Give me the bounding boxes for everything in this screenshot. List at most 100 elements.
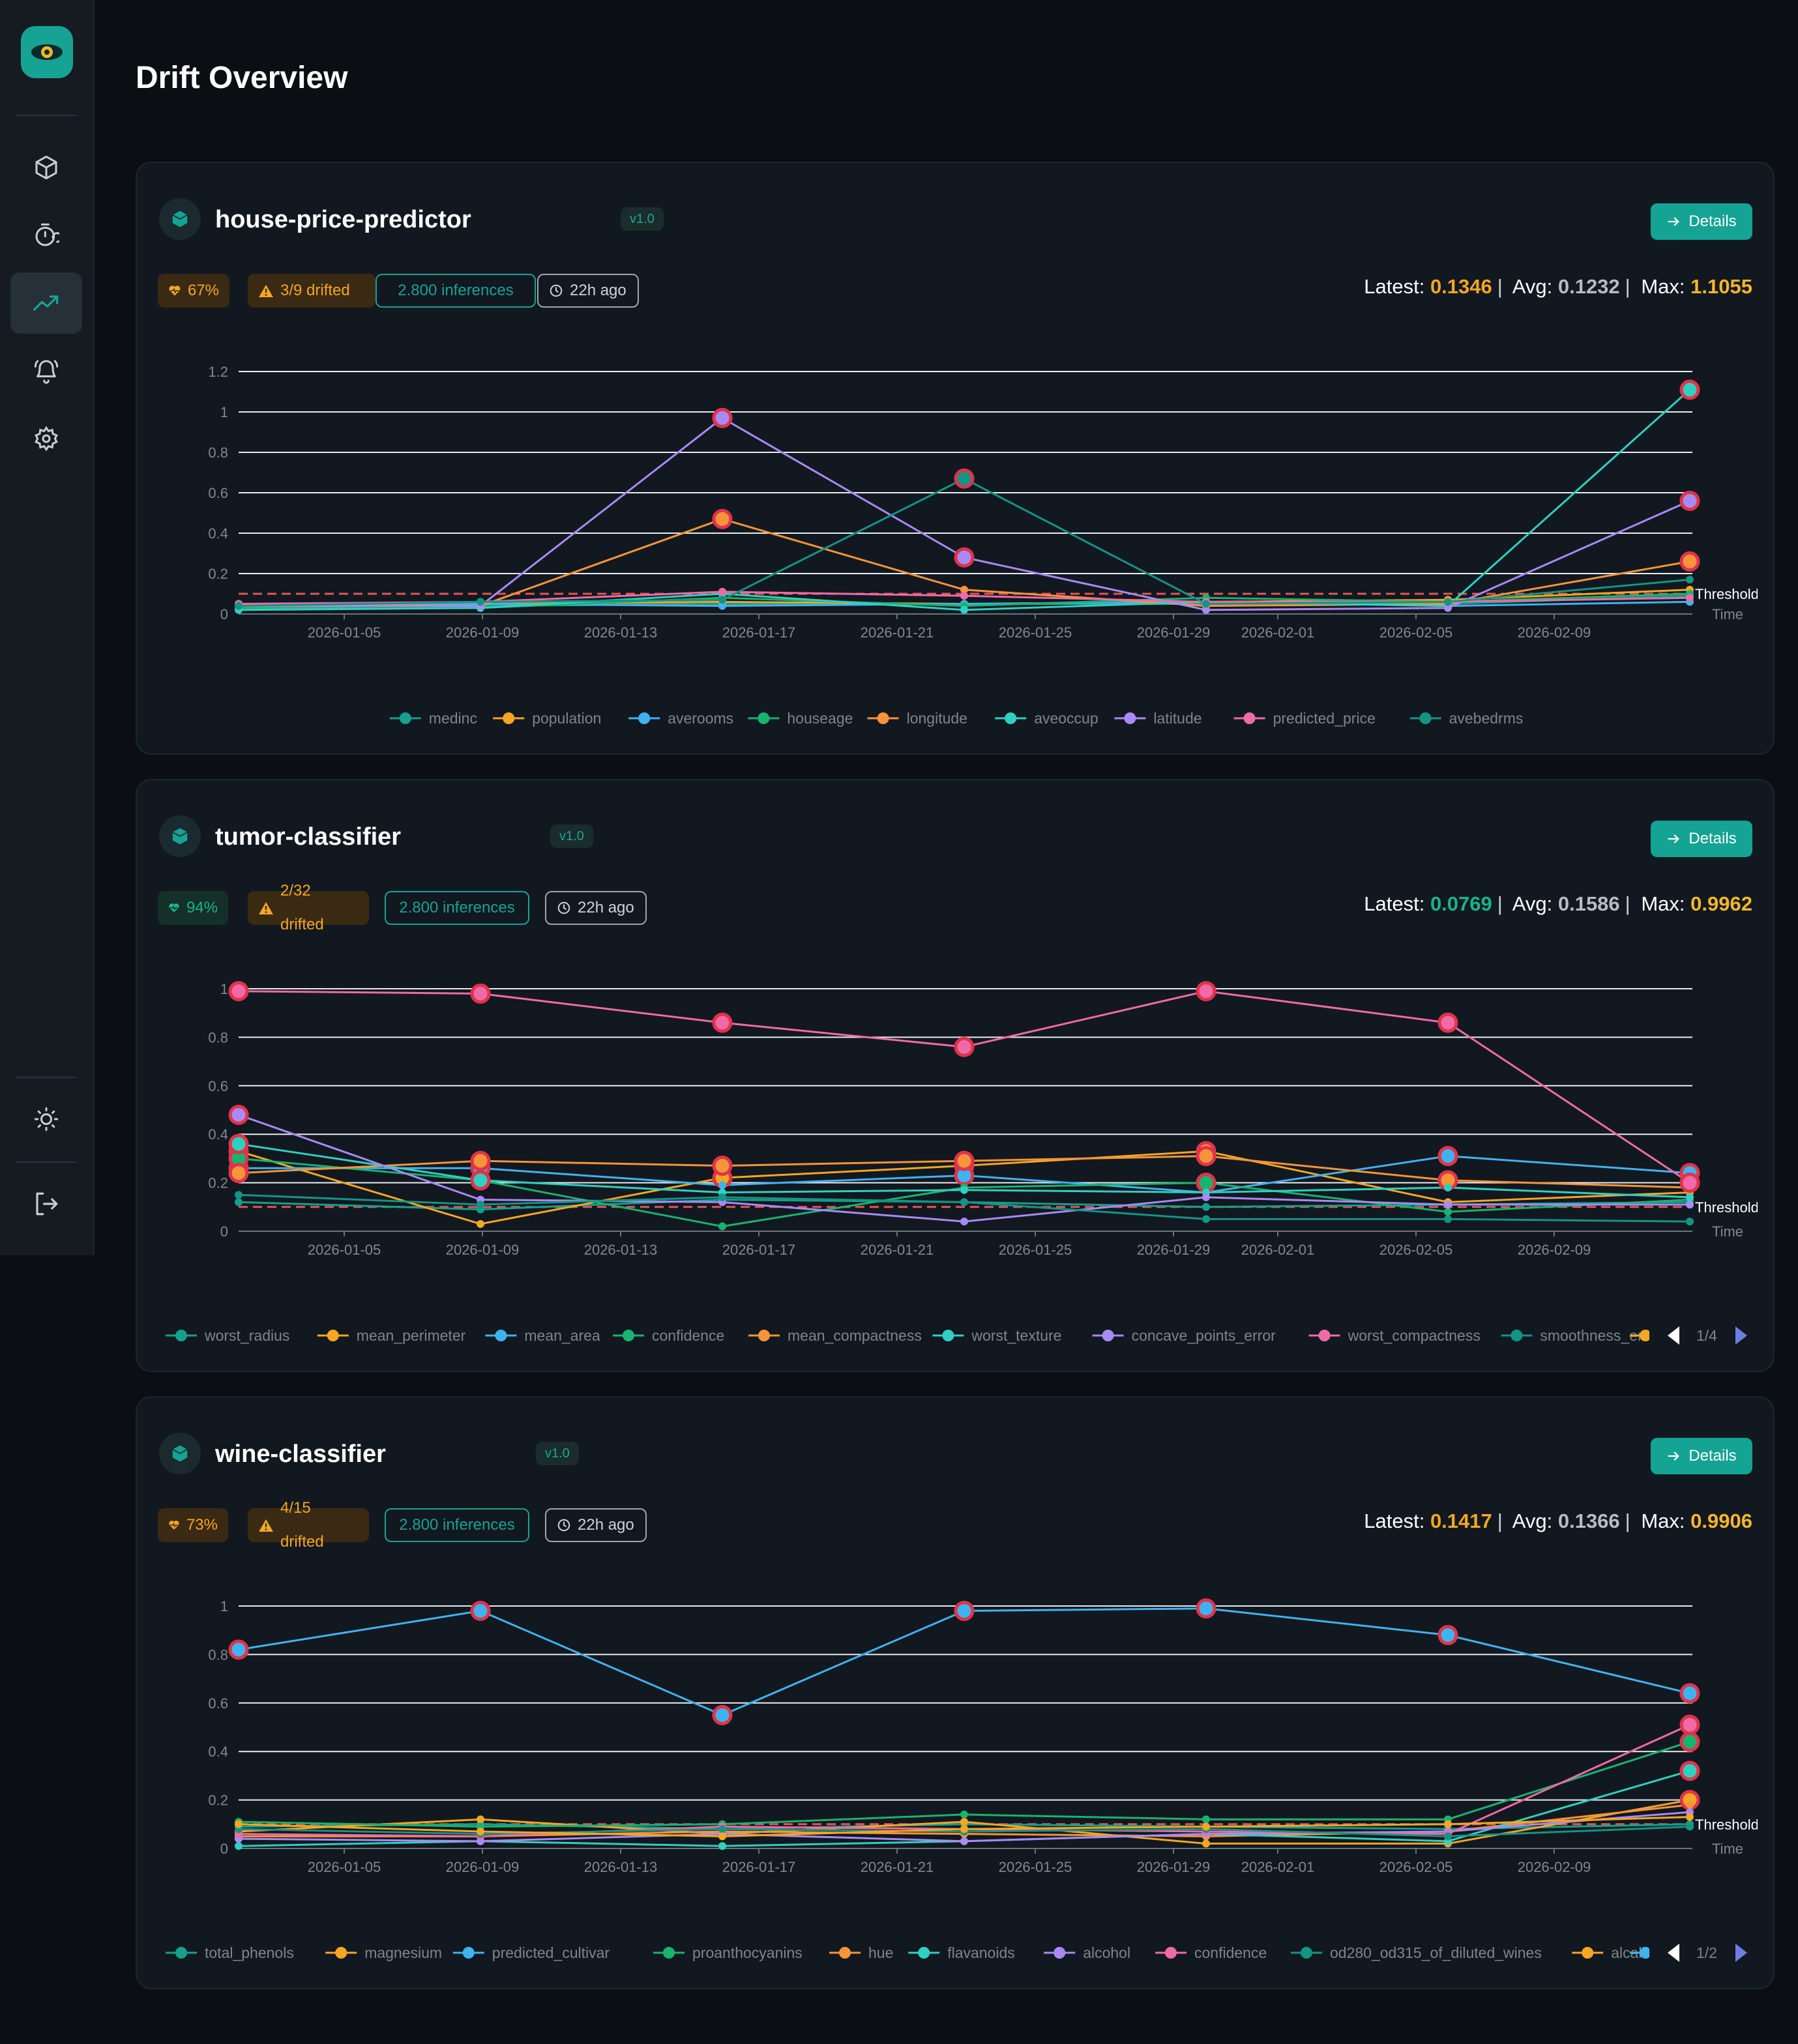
data-point[interactable] bbox=[1686, 1201, 1694, 1209]
drift-point-marker[interactable] bbox=[954, 468, 975, 489]
sidebar-item-alerts[interactable] bbox=[10, 340, 82, 402]
legend-item-aveoccup[interactable]: aveoccup bbox=[995, 710, 1098, 727]
legend-item-mean_perimeter[interactable]: mean_perimeter bbox=[317, 1327, 466, 1344]
legend-item-confidence[interactable]: confidence bbox=[1155, 1944, 1267, 1961]
drift-point-marker[interactable] bbox=[1679, 1731, 1700, 1752]
sidebar-item-settings[interactable] bbox=[10, 408, 82, 469]
data-point[interactable] bbox=[960, 592, 968, 600]
data-point[interactable] bbox=[718, 1222, 726, 1231]
data-point[interactable] bbox=[718, 602, 726, 610]
details-button[interactable]: Details bbox=[1651, 821, 1752, 857]
data-point[interactable] bbox=[1202, 1815, 1210, 1824]
drift-point-marker[interactable] bbox=[1679, 1760, 1700, 1781]
data-point[interactable] bbox=[1202, 600, 1210, 608]
drift-point-marker[interactable] bbox=[1679, 1683, 1700, 1704]
drift-point-marker[interactable] bbox=[954, 547, 975, 568]
drift-point-marker[interactable] bbox=[1679, 1173, 1700, 1193]
drift-point-marker[interactable] bbox=[1196, 1146, 1216, 1167]
drift-point-marker[interactable] bbox=[712, 1704, 733, 1725]
data-point[interactable] bbox=[1444, 1184, 1452, 1192]
legend-item-alcohol[interactable]: alcohol bbox=[1044, 1944, 1130, 1961]
legend-item-population[interactable]: population bbox=[493, 710, 601, 727]
drift-point-marker[interactable] bbox=[712, 407, 733, 428]
model-name[interactable]: house-price-predictor bbox=[215, 206, 471, 233]
legend-item-mean_compactness[interactable]: mean_compactness bbox=[748, 1327, 922, 1344]
drift-point-marker[interactable] bbox=[228, 1639, 249, 1660]
data-point[interactable] bbox=[718, 1842, 726, 1850]
drift-point-marker[interactable] bbox=[1679, 551, 1700, 572]
data-point[interactable] bbox=[1444, 1820, 1452, 1828]
legend-item-mean_area[interactable]: mean_area bbox=[485, 1327, 600, 1344]
data-point[interactable] bbox=[718, 596, 726, 604]
drift-point-marker[interactable] bbox=[228, 1104, 249, 1125]
data-point[interactable] bbox=[718, 587, 726, 596]
drift-point-marker[interactable] bbox=[470, 1600, 491, 1621]
data-point[interactable] bbox=[235, 1842, 243, 1850]
legend-next-icon[interactable] bbox=[1735, 1326, 1747, 1345]
drift-point-marker[interactable] bbox=[712, 1156, 733, 1176]
data-point[interactable] bbox=[960, 1825, 968, 1833]
data-point[interactable] bbox=[235, 1820, 243, 1828]
data-point[interactable] bbox=[718, 1193, 726, 1201]
model-name[interactable]: wine-classifier bbox=[215, 1440, 386, 1468]
data-point[interactable] bbox=[960, 1810, 968, 1818]
drift-point-marker[interactable] bbox=[228, 1163, 249, 1184]
drift-point-marker[interactable] bbox=[954, 1036, 975, 1057]
legend-item-worst_radius[interactable]: worst_radius bbox=[166, 1327, 289, 1344]
data-point[interactable] bbox=[960, 1198, 968, 1206]
data-point[interactable] bbox=[1444, 598, 1452, 606]
data-point[interactable] bbox=[1444, 1215, 1452, 1223]
data-point[interactable] bbox=[1686, 1193, 1694, 1201]
data-point[interactable] bbox=[1444, 1208, 1452, 1216]
legend-item-averooms[interactable]: averooms bbox=[628, 710, 733, 727]
legend-item-od280_od315_of_diluted_wines[interactable]: od280_od315_of_diluted_wines bbox=[1291, 1944, 1542, 1961]
sidebar-item-monitoring[interactable] bbox=[10, 205, 82, 266]
data-point[interactable] bbox=[960, 585, 968, 594]
theme-toggle[interactable] bbox=[10, 1088, 82, 1150]
drift-point-marker[interactable] bbox=[712, 508, 733, 529]
legend-item-hue[interactable]: hue bbox=[829, 1944, 893, 1961]
legend-item-predicted_cultivar[interactable]: predicted_cultivar bbox=[452, 1944, 610, 1961]
drift-point-marker[interactable] bbox=[1437, 1012, 1458, 1033]
data-point[interactable] bbox=[718, 1825, 726, 1833]
legend-item-confidence[interactable]: confidence bbox=[613, 1327, 724, 1344]
drift-point-marker[interactable] bbox=[712, 1012, 733, 1033]
legend-item-houseage[interactable]: houseage bbox=[748, 710, 853, 727]
data-point[interactable] bbox=[718, 1832, 726, 1841]
data-point[interactable] bbox=[235, 602, 243, 610]
legend-prev-icon[interactable] bbox=[1668, 1944, 1679, 1962]
data-point[interactable] bbox=[1202, 606, 1210, 614]
data-point[interactable] bbox=[477, 1201, 484, 1209]
drift-point-marker[interactable] bbox=[1679, 1714, 1700, 1735]
data-point[interactable] bbox=[477, 1827, 484, 1835]
data-point[interactable] bbox=[1202, 1839, 1210, 1848]
details-button[interactable]: Details bbox=[1651, 203, 1752, 240]
drift-point-marker[interactable] bbox=[954, 1600, 975, 1621]
data-point[interactable] bbox=[1202, 1203, 1210, 1211]
drift-point-marker[interactable] bbox=[1196, 1598, 1216, 1619]
data-point[interactable] bbox=[1444, 1201, 1452, 1209]
data-point[interactable] bbox=[960, 1186, 968, 1194]
data-point[interactable] bbox=[1202, 1215, 1210, 1223]
data-point[interactable] bbox=[960, 1837, 968, 1845]
data-point[interactable] bbox=[1686, 1801, 1694, 1809]
legend-next-icon[interactable] bbox=[1735, 1944, 1747, 1962]
data-point[interactable] bbox=[960, 1818, 968, 1826]
data-point[interactable] bbox=[1686, 576, 1694, 584]
data-point[interactable] bbox=[235, 1191, 243, 1199]
drift-point-marker[interactable] bbox=[1679, 379, 1700, 400]
drift-point-marker[interactable] bbox=[1679, 490, 1700, 511]
legend-item-medinc[interactable]: medinc bbox=[389, 710, 477, 727]
legend-item-total_phenols[interactable]: total_phenols bbox=[166, 1944, 294, 1961]
drift-point-marker[interactable] bbox=[470, 1150, 491, 1171]
data-point[interactable] bbox=[235, 1198, 243, 1206]
legend-item-proanthocyanins[interactable]: proanthocyanins bbox=[653, 1944, 803, 1961]
data-point[interactable] bbox=[718, 1181, 726, 1190]
legend-prev-icon[interactable] bbox=[1668, 1326, 1679, 1345]
drift-point-marker[interactable] bbox=[1437, 1625, 1458, 1646]
data-point[interactable] bbox=[960, 606, 968, 614]
data-point[interactable] bbox=[477, 1219, 484, 1228]
data-point[interactable] bbox=[1444, 604, 1452, 612]
sidebar-item-drift[interactable] bbox=[10, 272, 82, 334]
legend-item-latitude[interactable]: latitude bbox=[1114, 710, 1202, 727]
